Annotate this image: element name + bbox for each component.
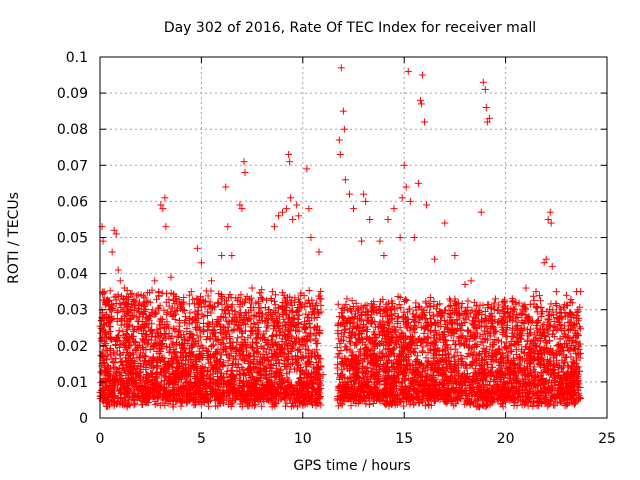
data-point-dense — [276, 328, 284, 336]
data-point-dense — [113, 308, 121, 316]
data-point-dense — [268, 310, 276, 318]
data-point-dense — [512, 318, 520, 326]
data-point-dense — [307, 336, 315, 344]
data-point-dense — [126, 342, 134, 350]
data-point-dense — [497, 338, 505, 346]
data-point-dense — [234, 334, 242, 342]
data-point-dense — [142, 352, 150, 360]
data-point-dense — [199, 343, 207, 351]
data-point-dense — [294, 347, 302, 355]
data-point-dense — [231, 352, 239, 360]
data-point-dense — [269, 316, 277, 324]
data-point-dense — [341, 325, 349, 333]
data-point-dense — [239, 356, 247, 364]
data-point-dense — [115, 327, 123, 335]
data-point-dense — [269, 332, 277, 340]
data-point-dense — [272, 291, 280, 299]
data-point-dense — [333, 353, 341, 361]
data-point-dense — [202, 287, 210, 295]
data-point-dense — [204, 319, 212, 327]
data-point-dense — [153, 369, 161, 377]
data-point-dense — [535, 292, 543, 300]
data-point-dense — [346, 306, 354, 314]
data-point-dense — [254, 349, 262, 357]
data-point-dense — [464, 349, 472, 357]
data-point-dense — [256, 289, 264, 297]
data-point-dense — [226, 310, 234, 318]
data-point-dense — [185, 300, 193, 308]
data-point-dense — [294, 315, 302, 323]
data-point-dense — [426, 294, 434, 302]
data-point-dense — [140, 327, 148, 335]
data-point-dense — [117, 321, 125, 329]
data-point-dense — [106, 287, 114, 295]
data-point-dense — [262, 327, 270, 335]
data-point-dense — [130, 351, 138, 359]
chart-title: Day 302 of 2016, Rate Of TEC Index for r… — [164, 20, 536, 36]
data-point-dense — [343, 295, 351, 303]
data-point-dense — [157, 315, 165, 323]
data-point-dense — [172, 339, 180, 347]
data-points — [96, 64, 585, 411]
data-point-dense — [219, 362, 227, 370]
data-point-dense — [178, 299, 186, 307]
data-point-dense — [202, 336, 210, 344]
data-point-dense — [181, 307, 189, 315]
data-point-dense — [305, 287, 313, 295]
data-point-dense — [214, 298, 222, 306]
data-point-dense — [258, 286, 266, 294]
data-point-dense — [451, 345, 459, 353]
data-point-dense — [196, 333, 204, 341]
data-point-dense — [169, 403, 177, 411]
data-point-dense — [200, 313, 208, 321]
data-point-dense — [527, 325, 535, 333]
data-point-dense — [208, 342, 216, 350]
data-point-dense — [298, 353, 306, 361]
data-point-dense — [232, 356, 240, 364]
data-point-dense — [263, 323, 271, 331]
data-point-dense — [194, 307, 202, 315]
data-point-dense — [426, 303, 434, 311]
data-point-dense — [293, 403, 301, 411]
data-point-dense — [397, 304, 405, 312]
data-point-dense — [138, 330, 146, 338]
data-point-dense — [177, 402, 185, 410]
data-point-dense — [338, 304, 346, 312]
data-point-dense — [205, 301, 213, 309]
data-point-dense — [272, 330, 280, 338]
data-point-dense — [297, 348, 305, 356]
data-point-dense — [134, 291, 142, 299]
data-point-dense — [255, 308, 263, 316]
data-point-dense — [106, 323, 114, 331]
data-point-dense — [258, 402, 266, 410]
